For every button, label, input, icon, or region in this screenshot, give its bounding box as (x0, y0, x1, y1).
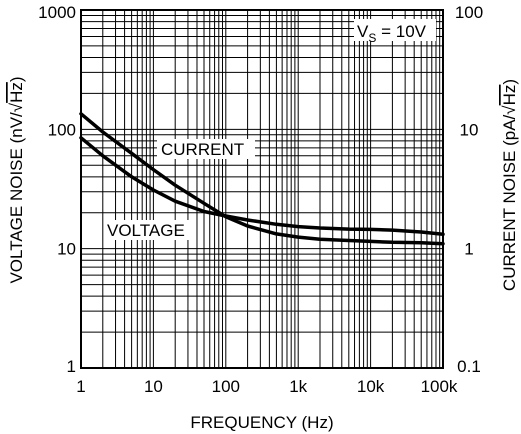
x-tick-label: 1k (289, 377, 307, 396)
current-label-bg (157, 139, 255, 159)
voltage-label-bg (104, 220, 196, 240)
supply-voltage-annotation: VS = 10V (357, 22, 427, 45)
plot-frame (80, 9, 444, 369)
grid (81, 10, 443, 368)
supply-annotation-bg (354, 19, 436, 41)
left-y-tick-label: 1 (67, 357, 76, 376)
series-line-voltage (79, 136, 445, 237)
x-tick-label: 100 (212, 377, 240, 396)
series-label-current: CURRENT (161, 140, 244, 159)
right-y-tick-label: 100 (455, 3, 483, 22)
right-y-tick-labels: 0.1 1 10 100 (455, 3, 483, 376)
left-axis-title: VOLTAGE NOISE (nV/√Hz) (7, 76, 26, 283)
series-label-voltage: VOLTAGE (107, 221, 185, 240)
svg-text:CURRENT NOISE (pA/√Hz): CURRENT NOISE (pA/√Hz) (500, 79, 519, 291)
right-y-tick-label: 1 (464, 240, 473, 259)
x-tick-labels: 1 10 100 1k 10k 100k (76, 377, 458, 396)
curves (79, 112, 445, 246)
right-y-tick-label: 10 (460, 120, 479, 139)
x-tick-label: 10k (357, 377, 385, 396)
svg-text:VOLTAGE NOISE (nV/√Hz): VOLTAGE NOISE (nV/√Hz) (7, 76, 26, 283)
x-axis-title: FREQUENCY (Hz) (190, 413, 333, 432)
left-y-tick-label: 10 (57, 240, 76, 259)
left-y-tick-labels: 1 10 100 1000 (38, 3, 76, 376)
left-y-tick-label: 100 (48, 120, 76, 139)
right-axis-title: CURRENT NOISE (pA/√Hz) (500, 79, 519, 291)
x-tick-label: 10 (144, 377, 163, 396)
series-line-current (79, 112, 445, 246)
left-y-tick-label: 1000 (38, 3, 76, 22)
right-y-tick-label: 0.1 (457, 357, 481, 376)
x-tick-label: 1 (76, 377, 85, 396)
x-tick-label: 100k (421, 377, 458, 396)
